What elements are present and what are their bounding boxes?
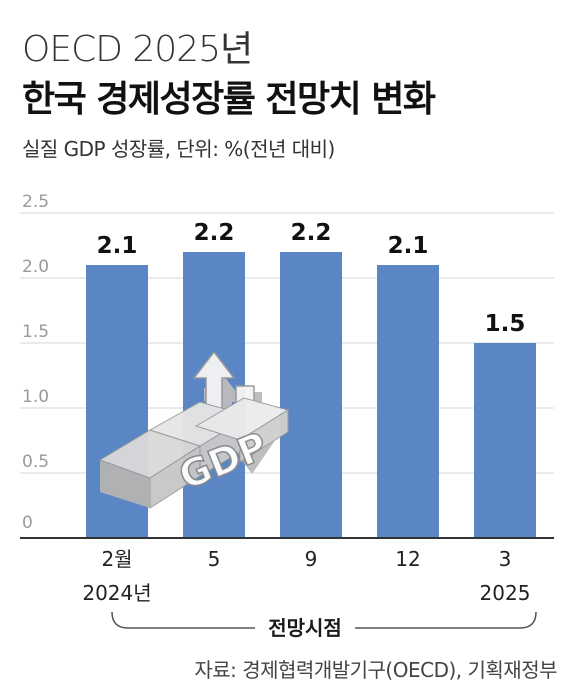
bar-chart: 00.51.01.52.02.5 GDP 2.1 2.2 2.2 2.11.5 2월: [20, 192, 554, 640]
bar-value-label: 2.2: [291, 220, 332, 246]
y-axis-ticks: 0 0.5 1.0 1.5 2.0 2.5: [22, 192, 49, 533]
bar-value-label: 2.2: [194, 220, 235, 246]
y-tick-label: 1.5: [22, 322, 49, 342]
y-tick-label: 1.0: [22, 387, 49, 407]
x-category-label: 2월: [101, 547, 132, 571]
chart-subtitle: 실질 GDP 성장률, 단위: %(전년 대비): [22, 137, 335, 161]
x-category-label: 12: [395, 547, 420, 571]
source-note: 자료: 경제협력개발기구(OECD), 기획재정부: [194, 658, 557, 682]
y-tick-label: 2.0: [22, 257, 49, 277]
x-axis-label: 전망시점: [268, 616, 342, 640]
bar: [474, 343, 536, 538]
x-category-label: 2025: [480, 581, 531, 605]
y-tick-label: 0: [22, 513, 33, 533]
bar-value-label: 2.1: [388, 233, 429, 259]
value-labels: 2.1 2.2 2.2 2.1 1.5: [97, 220, 526, 337]
y-tick-label: 0.5: [22, 452, 49, 472]
bar-value-label: 2.1: [97, 233, 138, 259]
bar-value-label: 1.5: [485, 311, 526, 337]
x-category-label: 9: [305, 547, 318, 571]
bar: [377, 265, 439, 538]
bar: [280, 252, 342, 538]
bars: [86, 252, 536, 538]
y-tick-label: 2.5: [22, 192, 49, 212]
x-axis-category-labels: 2월 2024년 5 9 12 3 2025: [82, 547, 530, 605]
x-axis-bracket: [111, 611, 537, 629]
x-category-label: 5: [208, 547, 221, 571]
chart-title-line2: 한국 경제성장률 전망치 변화: [22, 79, 436, 120]
x-category-label: 2024년: [82, 581, 151, 605]
gdp-letter-blocks: [98, 397, 290, 509]
x-category-label: 3: [499, 547, 512, 571]
chart-title-line1: OECD 2025년: [22, 29, 253, 70]
